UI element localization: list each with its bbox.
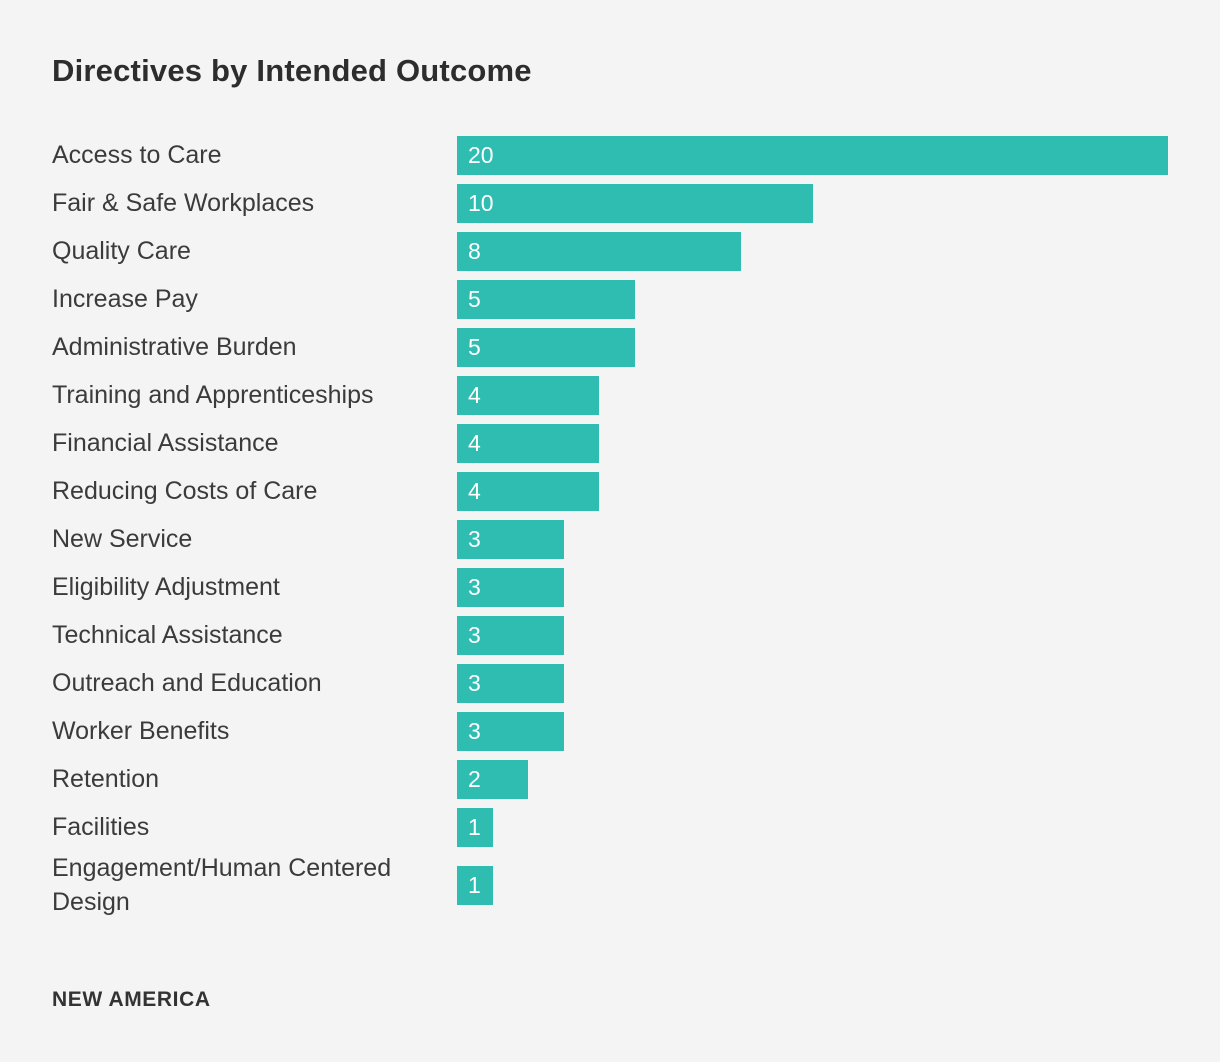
- category-label: New Service: [52, 525, 193, 553]
- bar: 1: [457, 865, 493, 905]
- chart-row: Access to Care 20: [52, 131, 1168, 179]
- bar: 4: [457, 423, 600, 463]
- bar: 5: [457, 327, 635, 367]
- value-label: 3: [468, 573, 481, 600]
- bar-chart: Access to Care 20 Fair & Safe Workplaces…: [52, 131, 1168, 919]
- value-label: 1: [468, 871, 481, 898]
- bar-track: 2: [457, 759, 1168, 799]
- bar: 3: [457, 711, 564, 751]
- category-label: Eligibility Adjustment: [52, 573, 280, 601]
- chart-row: Facilities 1: [52, 803, 1168, 851]
- value-label: 20: [468, 141, 494, 168]
- value-label: 4: [468, 381, 481, 408]
- bar: 20: [457, 135, 1168, 175]
- value-label: 3: [468, 525, 481, 552]
- value-label: 10: [468, 189, 494, 216]
- category-label: Worker Benefits: [52, 717, 230, 745]
- bar: 4: [457, 375, 600, 415]
- bar-track: 3: [457, 711, 1168, 751]
- bar: 1: [457, 807, 493, 847]
- category-label: Fair & Safe Workplaces: [52, 189, 315, 217]
- value-label: 5: [468, 333, 481, 360]
- bar: 3: [457, 567, 564, 607]
- bar: 3: [457, 663, 564, 703]
- value-label: 1: [468, 813, 481, 840]
- value-label: 5: [468, 285, 481, 312]
- chart-row: Quality Care 8: [52, 227, 1168, 275]
- chart-row: Increase Pay 5: [52, 275, 1168, 323]
- bar-track: 5: [457, 279, 1168, 319]
- category-label: Training and Apprenticeships: [52, 381, 374, 409]
- category-label: Quality Care: [52, 237, 191, 265]
- category-label: Access to Care: [52, 141, 222, 169]
- category-label: Financial Assistance: [52, 429, 279, 457]
- category-label: Retention: [52, 765, 160, 793]
- bar-track: 1: [457, 807, 1168, 847]
- value-label: 4: [468, 477, 481, 504]
- chart-row: New Service 3: [52, 515, 1168, 563]
- category-label: Technical Assistance: [52, 621, 283, 649]
- bar: 10: [457, 183, 813, 223]
- category-label: Administrative Burden: [52, 333, 297, 361]
- chart-title: Directives by Intended Outcome: [52, 53, 532, 88]
- chart-row: Engagement/Human Centered Design 1: [52, 851, 1168, 919]
- category-label: Increase Pay: [52, 285, 198, 313]
- value-label: 3: [468, 717, 481, 744]
- value-label: 3: [468, 669, 481, 696]
- category-label: Facilities: [52, 813, 150, 841]
- chart-row: Training and Apprenticeships 4: [52, 371, 1168, 419]
- bar-track: 4: [457, 423, 1168, 463]
- chart-row: Retention 2: [52, 755, 1168, 803]
- bar-track: 8: [457, 231, 1168, 271]
- bar-track: 3: [457, 567, 1168, 607]
- chart-row: Administrative Burden 5: [52, 323, 1168, 371]
- value-label: 2: [468, 765, 481, 792]
- chart-row: Technical Assistance 3: [52, 611, 1168, 659]
- chart-row: Eligibility Adjustment 3: [52, 563, 1168, 611]
- value-label: 8: [468, 237, 481, 264]
- bar-track: 4: [457, 471, 1168, 511]
- category-label: Outreach and Education: [52, 669, 322, 697]
- bar: 2: [457, 759, 529, 799]
- value-label: 4: [468, 429, 481, 456]
- bar: 8: [457, 231, 742, 271]
- bar: 5: [457, 279, 635, 319]
- bar-track: 20: [457, 135, 1168, 175]
- category-label: Engagement/Human Centered Design: [52, 854, 392, 916]
- bar: 4: [457, 471, 600, 511]
- bar-track: 1: [457, 865, 1168, 905]
- chart-row: Financial Assistance 4: [52, 419, 1168, 467]
- bar-track: 4: [457, 375, 1168, 415]
- category-label: Reducing Costs of Care: [52, 477, 318, 505]
- chart-row: Worker Benefits 3: [52, 707, 1168, 755]
- chart-page: Directives by Intended Outcome Access to…: [52, 53, 1168, 1011]
- source-brand: NEW AMERICA: [52, 988, 211, 1011]
- bar-track: 3: [457, 519, 1168, 559]
- chart-row: Fair & Safe Workplaces 10: [52, 179, 1168, 227]
- bar-track: 3: [457, 615, 1168, 655]
- chart-row: Reducing Costs of Care 4: [52, 467, 1168, 515]
- value-label: 3: [468, 621, 481, 648]
- bar-track: 3: [457, 663, 1168, 703]
- bar: 3: [457, 519, 564, 559]
- bar: 3: [457, 615, 564, 655]
- bar-track: 10: [457, 183, 1168, 223]
- chart-row: Outreach and Education 3: [52, 659, 1168, 707]
- bar-track: 5: [457, 327, 1168, 367]
